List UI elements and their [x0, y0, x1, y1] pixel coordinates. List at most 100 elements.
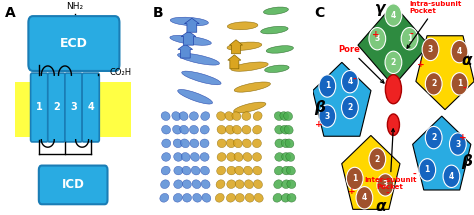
FancyArrow shape — [184, 18, 199, 32]
Text: 1: 1 — [325, 81, 330, 91]
Ellipse shape — [253, 112, 262, 120]
Text: 2: 2 — [374, 155, 380, 164]
Ellipse shape — [217, 166, 226, 175]
Circle shape — [451, 40, 468, 63]
Text: B: B — [153, 6, 163, 20]
Text: α: α — [375, 199, 386, 214]
Ellipse shape — [385, 75, 401, 104]
Ellipse shape — [280, 112, 289, 120]
Ellipse shape — [281, 139, 290, 148]
Ellipse shape — [242, 125, 251, 134]
Ellipse shape — [227, 166, 236, 175]
Ellipse shape — [161, 166, 170, 175]
FancyBboxPatch shape — [39, 166, 108, 204]
Circle shape — [425, 126, 442, 149]
Text: γ: γ — [375, 1, 386, 16]
Text: +: + — [372, 30, 380, 39]
Ellipse shape — [283, 112, 292, 120]
Ellipse shape — [161, 112, 170, 120]
Text: Pore: Pore — [338, 45, 384, 83]
Ellipse shape — [274, 166, 283, 175]
Ellipse shape — [282, 153, 291, 161]
Ellipse shape — [261, 26, 288, 34]
Ellipse shape — [182, 194, 191, 202]
Ellipse shape — [235, 166, 244, 175]
Ellipse shape — [287, 180, 296, 189]
Text: β: β — [314, 100, 325, 115]
Ellipse shape — [233, 125, 241, 134]
Ellipse shape — [234, 102, 266, 113]
Text: 1: 1 — [352, 174, 357, 183]
Circle shape — [356, 187, 373, 209]
Text: β: β — [462, 154, 473, 169]
FancyBboxPatch shape — [65, 73, 82, 142]
Ellipse shape — [244, 166, 253, 175]
Text: 2: 2 — [347, 103, 353, 112]
Text: Inter-subunit
Pocket: Inter-subunit Pocket — [364, 129, 417, 190]
Ellipse shape — [217, 112, 226, 120]
FancyArrow shape — [181, 31, 196, 45]
Ellipse shape — [274, 180, 283, 189]
Ellipse shape — [201, 180, 210, 189]
Ellipse shape — [253, 166, 262, 175]
Ellipse shape — [174, 180, 182, 189]
Ellipse shape — [215, 194, 224, 202]
Ellipse shape — [253, 139, 262, 148]
Ellipse shape — [253, 125, 262, 134]
Text: -: - — [353, 75, 356, 84]
Ellipse shape — [226, 125, 235, 134]
Circle shape — [401, 28, 418, 50]
Ellipse shape — [162, 125, 171, 134]
Text: ECD: ECD — [60, 37, 88, 50]
Ellipse shape — [170, 17, 209, 26]
Ellipse shape — [234, 82, 271, 92]
Ellipse shape — [190, 139, 199, 148]
Ellipse shape — [387, 114, 400, 135]
Ellipse shape — [274, 112, 283, 120]
Ellipse shape — [162, 153, 171, 161]
FancyArrow shape — [228, 55, 241, 69]
Ellipse shape — [182, 180, 191, 189]
Ellipse shape — [264, 65, 289, 72]
Ellipse shape — [216, 180, 225, 189]
Ellipse shape — [285, 139, 294, 148]
Ellipse shape — [200, 153, 209, 161]
Ellipse shape — [286, 153, 295, 161]
Text: -: - — [409, 30, 413, 39]
Circle shape — [342, 71, 358, 93]
Ellipse shape — [182, 71, 221, 85]
Ellipse shape — [190, 125, 199, 134]
Polygon shape — [358, 4, 429, 86]
Ellipse shape — [201, 166, 210, 175]
Ellipse shape — [264, 7, 288, 14]
Circle shape — [449, 133, 466, 155]
Text: 4: 4 — [449, 172, 454, 181]
Bar — [15, 82, 131, 137]
Ellipse shape — [191, 153, 200, 161]
Text: 3: 3 — [374, 34, 380, 43]
Ellipse shape — [170, 35, 211, 45]
Circle shape — [422, 38, 439, 61]
Text: 4: 4 — [362, 193, 367, 202]
Circle shape — [377, 174, 394, 196]
Ellipse shape — [254, 180, 263, 189]
Ellipse shape — [227, 194, 235, 202]
Ellipse shape — [173, 194, 182, 202]
Circle shape — [369, 148, 386, 170]
Ellipse shape — [181, 153, 190, 161]
Ellipse shape — [255, 194, 263, 202]
FancyArrow shape — [178, 44, 192, 58]
Ellipse shape — [201, 112, 210, 120]
Text: α: α — [462, 53, 473, 68]
Text: C: C — [314, 6, 325, 20]
Ellipse shape — [217, 125, 226, 134]
FancyBboxPatch shape — [48, 73, 65, 142]
Ellipse shape — [253, 153, 262, 161]
Ellipse shape — [190, 112, 199, 120]
Ellipse shape — [275, 153, 284, 161]
Ellipse shape — [173, 153, 182, 161]
Text: CO₂H: CO₂H — [110, 68, 132, 77]
Ellipse shape — [178, 89, 212, 104]
Ellipse shape — [173, 125, 182, 134]
Text: ICD: ICD — [62, 178, 84, 191]
